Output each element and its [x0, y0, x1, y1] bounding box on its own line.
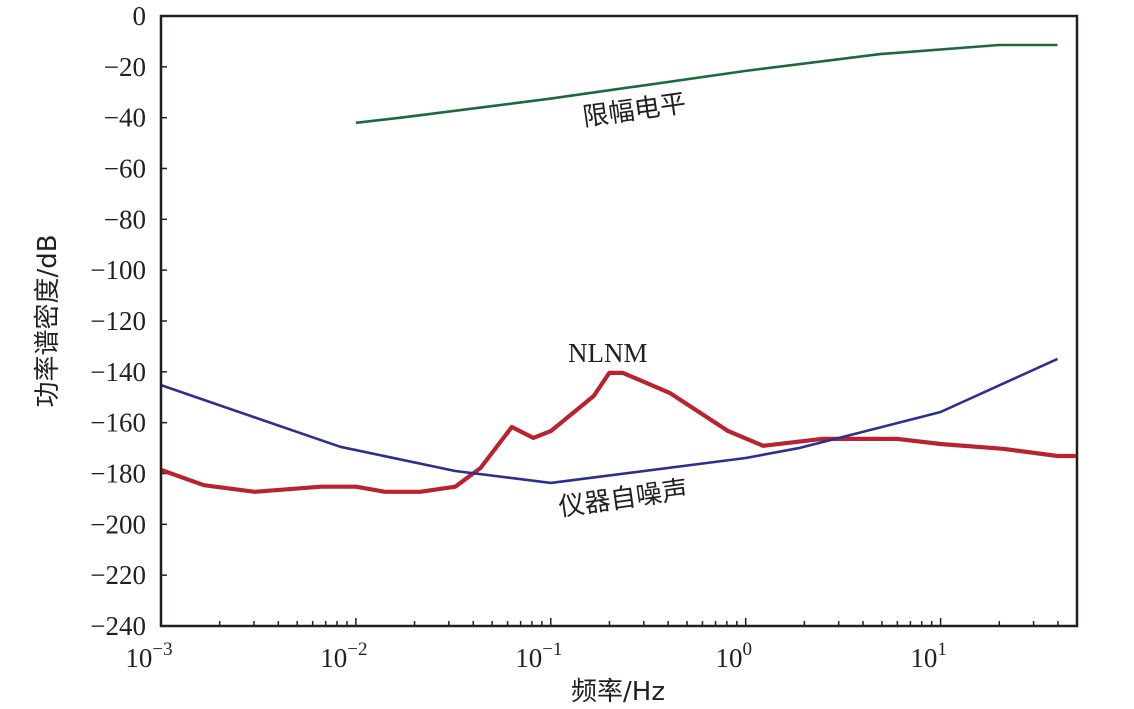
annotation-nlnm: NLNM [568, 338, 648, 368]
y-axis-title: 功率谱密度/dB [33, 234, 63, 407]
y-tick-label: −140 [90, 357, 146, 387]
y-tick-label: −80 [104, 204, 146, 234]
x-axis-title: 频率/Hz [571, 677, 665, 707]
y-tick-label: −40 [104, 103, 146, 133]
y-tick-label: −200 [90, 509, 146, 539]
y-tick-label: −60 [104, 154, 146, 184]
y-tick-label: −180 [90, 459, 146, 489]
series-layer [160, 43, 1077, 494]
x-tick-label: 10−2 [320, 639, 367, 673]
plot-frame [159, 14, 1079, 628]
annotation-clip-level: 限幅电平 [581, 89, 688, 133]
series-line-1 [160, 370, 1077, 494]
y-tick-label: −100 [90, 255, 146, 285]
x-tick-label: 10−1 [515, 639, 562, 673]
x-tick-label: 100 [715, 639, 752, 673]
series-line-2 [160, 357, 1059, 485]
y-tick-label: −220 [90, 560, 146, 590]
y-tick-label: −240 [90, 611, 146, 641]
x-axis-ticks: 10−3 10−2 10−1 100 101 [125, 618, 1078, 673]
y-tick-label: −20 [104, 52, 146, 82]
x-tick-label: 101 [910, 639, 947, 673]
series-line-0 [355, 43, 1058, 125]
y-axis-ticks: 0 −20 −40 −60 −80 −100 −120 −140 −160 −180 −200 −22… [90, 1, 167, 641]
y-tick-label: 0 [133, 1, 147, 31]
y-tick-label: −160 [90, 408, 146, 438]
y-tick-label: −120 [90, 306, 146, 336]
annotation-instrument-noise: 仪器自噪声 [557, 475, 690, 523]
x-tick-label: 10−3 [125, 639, 172, 673]
